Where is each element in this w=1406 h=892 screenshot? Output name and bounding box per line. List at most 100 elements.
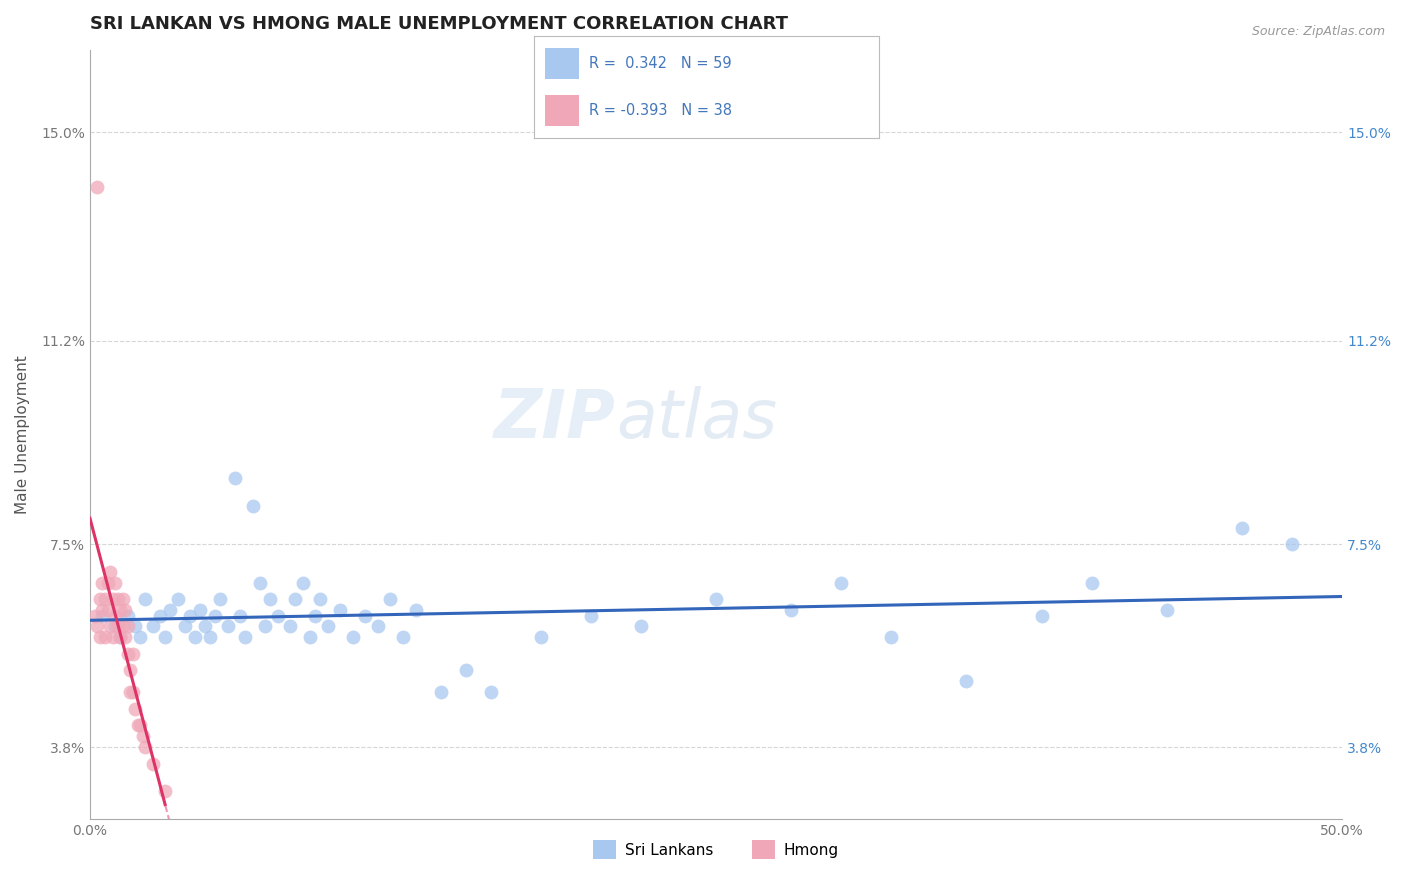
Point <box>89 631 111 645</box>
Point <box>704 592 727 607</box>
Text: R = -0.393   N = 38: R = -0.393 N = 38 <box>589 103 733 118</box>
Point <box>329 603 352 617</box>
Point <box>233 631 256 645</box>
Point <box>86 619 108 633</box>
Point <box>830 575 852 590</box>
Point <box>429 685 451 699</box>
Point <box>267 608 290 623</box>
Point <box>108 631 131 645</box>
Text: SRI LANKAN VS HMONG MALE UNEMPLOYMENT CORRELATION CHART: SRI LANKAN VS HMONG MALE UNEMPLOYMENT CO… <box>90 15 787 33</box>
Point <box>129 718 152 732</box>
Point <box>159 603 181 617</box>
Point <box>84 608 107 623</box>
Point <box>259 592 281 607</box>
Point <box>242 499 264 513</box>
Point <box>91 575 114 590</box>
Point <box>392 631 415 645</box>
Point <box>780 603 803 617</box>
Point <box>209 592 232 607</box>
Text: R =  0.342   N = 59: R = 0.342 N = 59 <box>589 56 733 70</box>
Point <box>342 631 364 645</box>
Point <box>198 631 221 645</box>
Point <box>184 631 207 645</box>
Point <box>91 603 114 617</box>
Point <box>121 647 143 661</box>
Point <box>104 575 127 590</box>
Point <box>1156 603 1178 617</box>
Point <box>134 592 156 607</box>
Point <box>153 631 176 645</box>
Point <box>127 718 149 732</box>
Text: Source: ZipAtlas.com: Source: ZipAtlas.com <box>1251 25 1385 38</box>
Point <box>111 592 134 607</box>
Point <box>955 674 977 689</box>
Point <box>124 619 146 633</box>
Point <box>299 631 322 645</box>
Point <box>224 471 246 485</box>
Point <box>117 647 139 661</box>
Point <box>166 592 188 607</box>
Point <box>316 619 339 633</box>
Point <box>86 180 108 194</box>
Point <box>229 608 252 623</box>
Point <box>179 608 201 623</box>
Point <box>142 756 165 771</box>
Point <box>131 729 153 743</box>
Point <box>367 619 389 633</box>
Point <box>124 702 146 716</box>
Point <box>188 603 211 617</box>
Point <box>114 603 136 617</box>
Point <box>204 608 226 623</box>
Point <box>121 685 143 699</box>
Point <box>117 608 139 623</box>
Point <box>149 608 172 623</box>
Point <box>129 631 152 645</box>
Point <box>1281 537 1303 551</box>
Point <box>354 608 377 623</box>
Point <box>96 575 118 590</box>
Bar <box>544 95 579 126</box>
Point <box>1230 521 1253 535</box>
Point <box>291 575 314 590</box>
Point <box>108 631 131 645</box>
Point <box>284 592 307 607</box>
Point <box>1080 575 1102 590</box>
Point <box>104 608 127 623</box>
Point <box>118 664 141 678</box>
Point <box>98 565 121 579</box>
Point <box>114 631 136 645</box>
Point <box>108 603 131 617</box>
Point <box>153 784 176 798</box>
Point <box>454 664 477 678</box>
Point <box>91 608 114 623</box>
Point <box>101 592 124 607</box>
Point <box>530 631 553 645</box>
Point <box>94 592 117 607</box>
Y-axis label: Male Unemployment: Male Unemployment <box>15 355 30 514</box>
Point <box>98 619 121 633</box>
Point <box>117 619 139 633</box>
Point <box>249 575 271 590</box>
Text: ZIP: ZIP <box>494 386 616 452</box>
Point <box>380 592 402 607</box>
Point <box>111 619 134 633</box>
Point <box>104 619 127 633</box>
Point <box>96 603 118 617</box>
Point <box>107 592 129 607</box>
Point <box>94 631 117 645</box>
Point <box>194 619 217 633</box>
Point <box>101 631 124 645</box>
Point <box>579 608 602 623</box>
Point <box>278 619 301 633</box>
Bar <box>544 48 579 78</box>
Point <box>217 619 239 633</box>
Point <box>174 619 197 633</box>
Point <box>1031 608 1053 623</box>
Point <box>254 619 277 633</box>
Text: atlas: atlas <box>616 386 778 452</box>
Point <box>142 619 165 633</box>
Legend: Sri Lankans, Hmong: Sri Lankans, Hmong <box>588 834 845 865</box>
Point <box>89 592 111 607</box>
Point <box>880 631 903 645</box>
Point <box>309 592 332 607</box>
